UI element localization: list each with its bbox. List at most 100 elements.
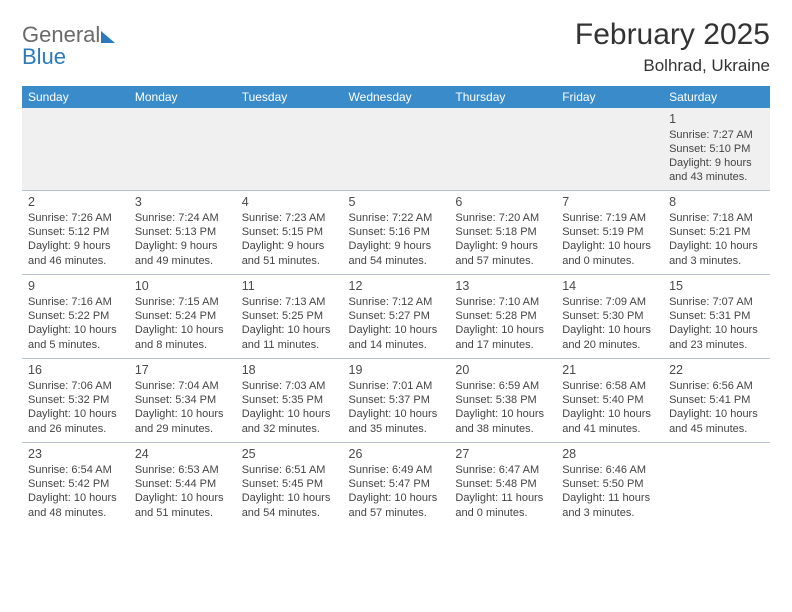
sunrise-line: Sunrise: 7:26 AM [28,211,123,225]
calendar-cell: 10Sunrise: 7:15 AMSunset: 5:24 PMDayligh… [129,275,236,359]
calendar-body: 1Sunrise: 7:27 AMSunset: 5:10 PMDaylight… [22,108,770,527]
calendar-cell: 16Sunrise: 7:06 AMSunset: 5:32 PMDayligh… [22,359,129,443]
weekday-header: Monday [129,86,236,108]
daylight-line: Daylight: 10 hours and 3 minutes. [669,239,764,267]
calendar-cell [236,108,343,191]
sunset-line: Sunset: 5:40 PM [562,393,657,407]
sunrise-line: Sunrise: 6:53 AM [135,463,230,477]
sunset-line: Sunset: 5:22 PM [28,309,123,323]
calendar-cell: 21Sunrise: 6:58 AMSunset: 5:40 PMDayligh… [556,359,663,443]
calendar-cell: 22Sunrise: 6:56 AMSunset: 5:41 PMDayligh… [663,359,770,443]
calendar-week: 2Sunrise: 7:26 AMSunset: 5:12 PMDaylight… [22,191,770,275]
calendar-cell: 11Sunrise: 7:13 AMSunset: 5:25 PMDayligh… [236,275,343,359]
day-number: 11 [242,279,337,293]
daylight-line: Daylight: 10 hours and 0 minutes. [562,239,657,267]
daylight-line: Daylight: 9 hours and 43 minutes. [669,156,764,184]
day-number: 21 [562,363,657,377]
day-number: 7 [562,195,657,209]
calendar-cell: 4Sunrise: 7:23 AMSunset: 5:15 PMDaylight… [236,191,343,275]
calendar-week: 16Sunrise: 7:06 AMSunset: 5:32 PMDayligh… [22,359,770,443]
day-number: 9 [28,279,123,293]
calendar-cell: 27Sunrise: 6:47 AMSunset: 5:48 PMDayligh… [449,443,556,527]
calendar-cell: 25Sunrise: 6:51 AMSunset: 5:45 PMDayligh… [236,443,343,527]
sunrise-line: Sunrise: 7:03 AM [242,379,337,393]
daylight-line: Daylight: 11 hours and 3 minutes. [562,491,657,519]
daylight-line: Daylight: 10 hours and 20 minutes. [562,323,657,351]
weekday-header: Tuesday [236,86,343,108]
logo: GeneralBlue [22,24,116,68]
calendar-cell [22,108,129,191]
day-number: 15 [669,279,764,293]
sunset-line: Sunset: 5:10 PM [669,142,764,156]
calendar-cell: 7 Sunrise: 7:19 AMSunset: 5:19 PMDaylight… [556,191,663,275]
calendar-cell [449,108,556,191]
day-number: 23 [28,447,123,461]
sunset-line: Sunset: 5:44 PM [135,477,230,491]
daylight-line: Daylight: 9 hours and 51 minutes. [242,239,337,267]
calendar-cell: 14Sunrise: 7:09 AMSunset: 5:30 PMDayligh… [556,275,663,359]
day-number: 3 [135,195,230,209]
day-number: 12 [349,279,444,293]
sunset-line: Sunset: 5:41 PM [669,393,764,407]
sunrise-line: Sunrise: 6:59 AM [455,379,550,393]
sunset-line: Sunset: 5:50 PM [562,477,657,491]
calendar-week: 1 Sunrise: 7:27 AMSunset: 5:10 PMDaylight… [22,108,770,191]
sunset-line: Sunset: 5:15 PM [242,225,337,239]
sunrise-line: Sunrise: 7:19 AM [562,211,657,225]
sunrise-line: Sunrise: 7:18 AM [669,211,764,225]
sunset-line: Sunset: 5:24 PM [135,309,230,323]
weekday-header: Friday [556,86,663,108]
daylight-line: Daylight: 10 hours and 38 minutes. [455,407,550,435]
daylight-line: Daylight: 10 hours and 14 minutes. [349,323,444,351]
daylight-line: Daylight: 10 hours and 48 minutes. [28,491,123,519]
sunrise-line: Sunrise: 6:51 AM [242,463,337,477]
day-number: 6 [455,195,550,209]
day-number: 17 [135,363,230,377]
sunset-line: Sunset: 5:19 PM [562,225,657,239]
daylight-line: Daylight: 11 hours and 0 minutes. [455,491,550,519]
title-block: February 2025 Bolhrad, Ukraine [575,18,770,76]
sunrise-line: Sunrise: 7:04 AM [135,379,230,393]
daylight-line: Daylight: 10 hours and 26 minutes. [28,407,123,435]
sunrise-line: Sunrise: 7:27 AM [669,128,764,142]
sunrise-line: Sunrise: 6:47 AM [455,463,550,477]
day-number: 24 [135,447,230,461]
sunrise-line: Sunrise: 7:23 AM [242,211,337,225]
sunset-line: Sunset: 5:47 PM [349,477,444,491]
sunrise-line: Sunrise: 7:07 AM [669,295,764,309]
calendar-cell: 13Sunrise: 7:10 AMSunset: 5:28 PMDayligh… [449,275,556,359]
sunrise-line: Sunrise: 6:46 AM [562,463,657,477]
weekday-header: Saturday [663,86,770,108]
calendar-cell: 1 Sunrise: 7:27 AMSunset: 5:10 PMDaylight… [663,108,770,191]
sunset-line: Sunset: 5:31 PM [669,309,764,323]
sunrise-line: Sunrise: 7:16 AM [28,295,123,309]
daylight-line: Daylight: 10 hours and 32 minutes. [242,407,337,435]
weekday-header: Thursday [449,86,556,108]
day-number: 25 [242,447,337,461]
sunrise-line: Sunrise: 7:12 AM [349,295,444,309]
sunset-line: Sunset: 5:30 PM [562,309,657,323]
weekday-header: Wednesday [343,86,450,108]
day-number: 13 [455,279,550,293]
calendar-cell: 8 Sunrise: 7:18 AMSunset: 5:21 PMDaylight… [663,191,770,275]
sunset-line: Sunset: 5:13 PM [135,225,230,239]
sunset-line: Sunset: 5:21 PM [669,225,764,239]
calendar-cell: 23Sunrise: 6:54 AMSunset: 5:42 PMDayligh… [22,443,129,527]
daylight-line: Daylight: 10 hours and 41 minutes. [562,407,657,435]
sunset-line: Sunset: 5:27 PM [349,309,444,323]
day-number: 8 [669,195,764,209]
calendar-cell: 17Sunrise: 7:04 AMSunset: 5:34 PMDayligh… [129,359,236,443]
sunset-line: Sunset: 5:45 PM [242,477,337,491]
daylight-line: Daylight: 10 hours and 8 minutes. [135,323,230,351]
calendar-cell [343,108,450,191]
weekday-header: Sunday [22,86,129,108]
daylight-line: Daylight: 10 hours and 45 minutes. [669,407,764,435]
calendar-head: SundayMondayTuesdayWednesdayThursdayFrid… [22,86,770,108]
sunset-line: Sunset: 5:48 PM [455,477,550,491]
logo-text-2: Blue [22,44,66,69]
sunrise-line: Sunrise: 7:09 AM [562,295,657,309]
day-number: 1 [669,112,764,126]
sunrise-line: Sunrise: 6:54 AM [28,463,123,477]
sunrise-line: Sunrise: 7:10 AM [455,295,550,309]
sunset-line: Sunset: 5:28 PM [455,309,550,323]
